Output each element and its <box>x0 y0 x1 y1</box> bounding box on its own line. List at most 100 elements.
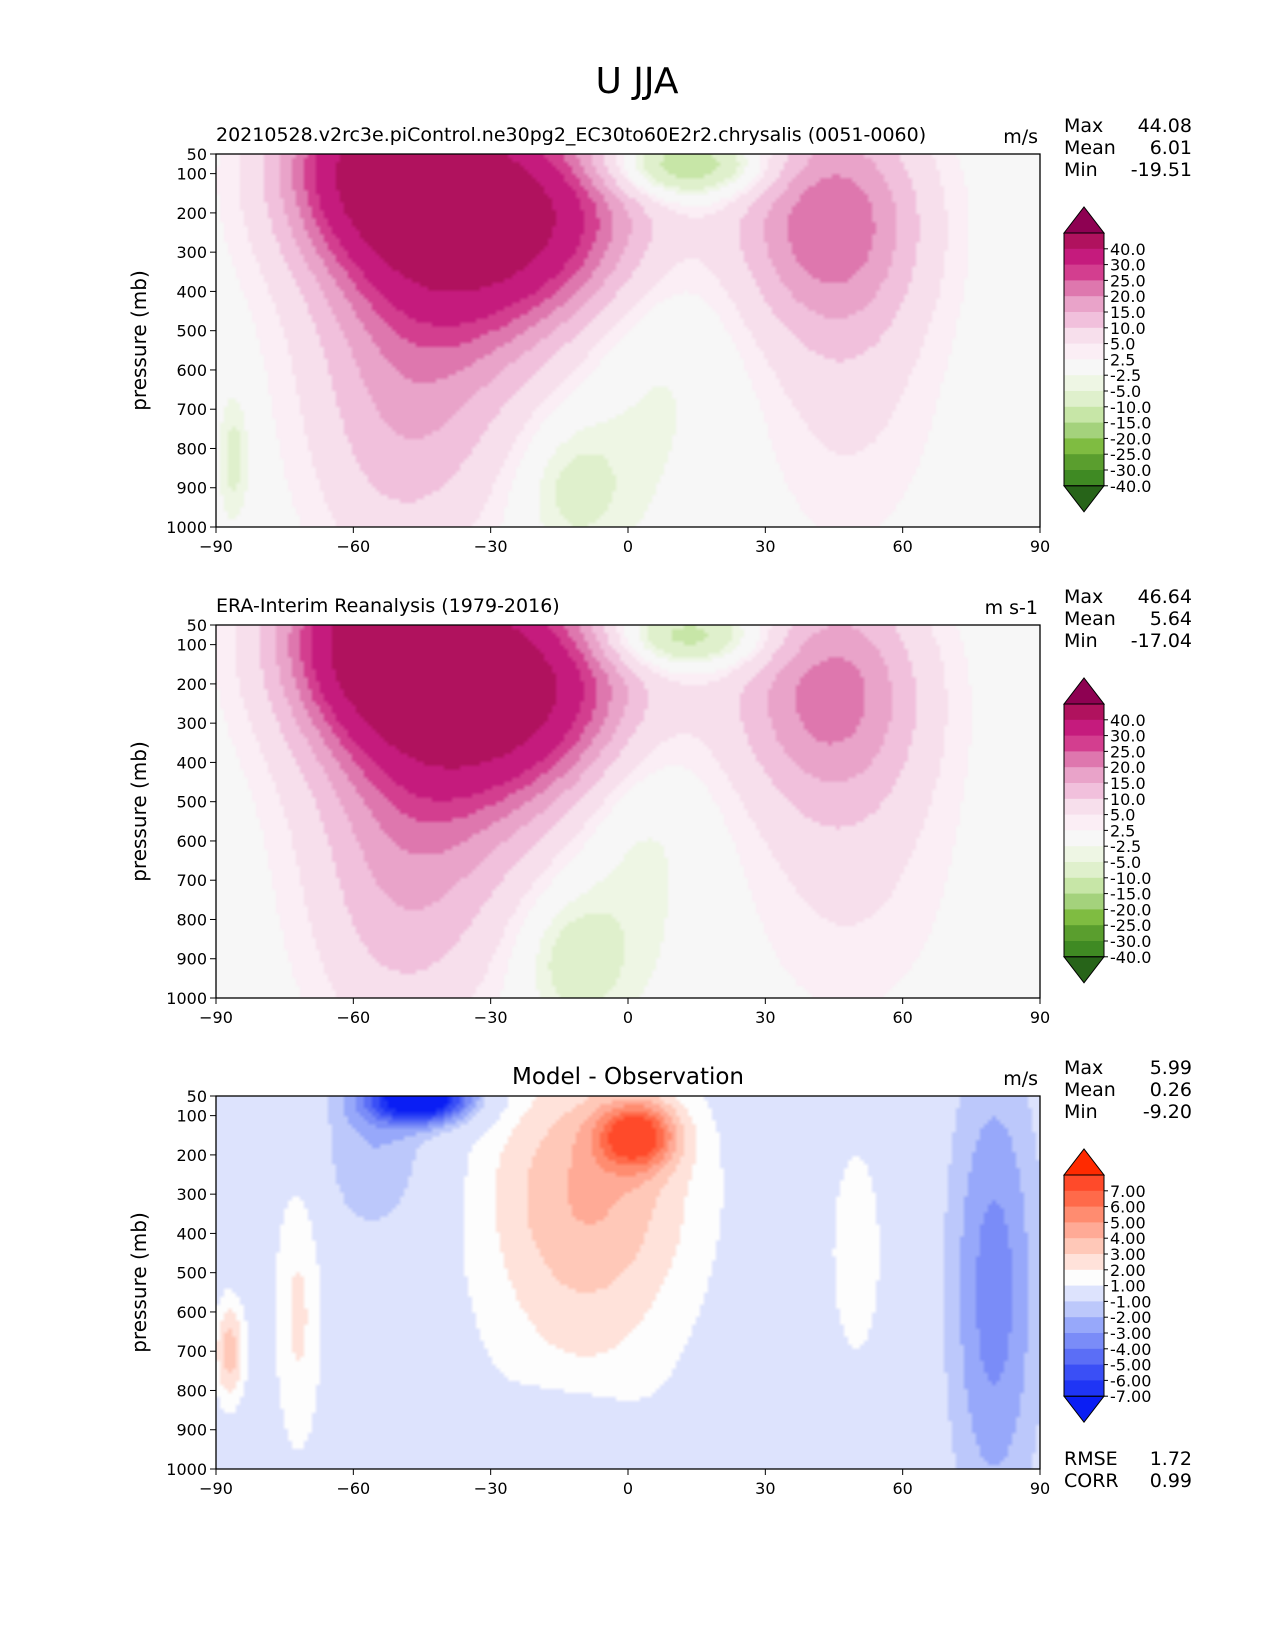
x-tick-label: 60 <box>892 537 912 556</box>
colorbar-extend-max <box>1062 206 1106 234</box>
stat-value: 0.26 <box>1150 1079 1192 1101</box>
colorbar-segment <box>1064 296 1104 313</box>
y-tick-label: 1000 <box>166 989 207 1008</box>
y-tick-label: 50 <box>187 145 207 164</box>
colorbar-segment <box>1064 470 1104 487</box>
x-tick-label: 0 <box>623 1008 633 1027</box>
colorbar-label: -7.00 <box>1110 1387 1151 1406</box>
colorbar-label: 5.0 <box>1110 806 1135 825</box>
x-tick-label: 30 <box>755 537 775 556</box>
colorbar-label: -3.00 <box>1110 1324 1151 1343</box>
colorbar-label: 10.0 <box>1110 790 1146 809</box>
y-tick-label: 100 <box>176 636 207 655</box>
stat-value: 6.01 <box>1150 137 1192 159</box>
colorbar-label: -2.00 <box>1110 1308 1151 1327</box>
colorbar-segment <box>1064 925 1104 942</box>
x-tick-label: −60 <box>336 1479 370 1498</box>
units-label: m/s <box>1003 1068 1038 1090</box>
colorbar-label: 40.0 <box>1110 240 1146 259</box>
stat-label: Mean <box>1064 608 1116 630</box>
colorbar-label: 4.00 <box>1110 1229 1146 1248</box>
stat-label: Min <box>1064 630 1098 652</box>
colorbar-segment <box>1064 783 1104 800</box>
colorbar-extend-max <box>1062 677 1106 705</box>
colorbar-label: -6.00 <box>1110 1371 1151 1390</box>
colorbar-extend-min <box>1062 956 1106 984</box>
y-tick-label: 400 <box>176 282 207 301</box>
colorbar-segment <box>1064 1175 1104 1192</box>
colorbar-segment <box>1064 830 1104 847</box>
colorbar-label: -2.5 <box>1110 837 1141 856</box>
colorbar-segment <box>1064 1190 1104 1207</box>
colorbar-extend-max <box>1062 1148 1106 1176</box>
y-tick-label: 200 <box>176 1146 207 1165</box>
stat-label: Min <box>1064 1101 1098 1123</box>
stat-value: -17.04 <box>1131 630 1192 652</box>
y-tick-label: 700 <box>176 871 207 890</box>
x-tick-label: 90 <box>1030 1479 1050 1498</box>
colorbar-label: -30.0 <box>1110 461 1151 480</box>
colorbar-segment <box>1064 1269 1104 1286</box>
x-tick-label: −30 <box>474 537 508 556</box>
colorbar-segment <box>1064 1364 1104 1381</box>
y-tick-label: 700 <box>176 400 207 419</box>
colorbar-segment <box>1064 735 1104 752</box>
y-tick-label: 300 <box>176 714 207 733</box>
colorbar-segment <box>1064 1238 1104 1255</box>
x-tick-label: −90 <box>199 537 233 556</box>
y-tick-label: 400 <box>176 1224 207 1243</box>
colorbar-segment <box>1064 438 1104 455</box>
stat-value: 44.08 <box>1138 115 1192 137</box>
x-tick-label: 90 <box>1030 537 1050 556</box>
colorbar-segment <box>1064 862 1104 879</box>
x-tick-label: −60 <box>336 1008 370 1027</box>
panel-title: ERA-Interim Reanalysis (1979-2016) <box>216 595 560 617</box>
y-tick-label: 600 <box>176 361 207 380</box>
colorbar-segment <box>1064 1333 1104 1350</box>
colorbar-label: -10.0 <box>1110 869 1151 888</box>
colorbar-label: 5.0 <box>1110 335 1135 354</box>
colorbar-segment <box>1064 941 1104 958</box>
y-tick-label: 200 <box>176 204 207 223</box>
units-label: m/s <box>1003 126 1038 148</box>
colorbar-label: -20.0 <box>1110 429 1151 448</box>
colorbar-segment <box>1064 422 1104 439</box>
stat-label: Min <box>1064 159 1098 181</box>
stat-value: -9.20 <box>1143 1101 1192 1123</box>
stat-label: CORR <box>1064 1470 1119 1492</box>
y-tick-label: 900 <box>176 479 207 498</box>
x-tick-label: −90 <box>199 1479 233 1498</box>
colorbar-label: -2.5 <box>1110 366 1141 385</box>
colorbar-label: 7.00 <box>1110 1182 1146 1201</box>
colorbar-segment <box>1064 877 1104 894</box>
colorbar-segment <box>1064 233 1104 250</box>
stat-label: Max <box>1064 1057 1103 1079</box>
colorbar-extend-min <box>1062 1395 1106 1424</box>
x-tick-label: −90 <box>199 1008 233 1027</box>
colorbar-segment <box>1064 767 1104 784</box>
colorbar-label: -30.0 <box>1110 932 1151 951</box>
colorbar-label: -15.0 <box>1110 414 1151 433</box>
y-tick-label: 1000 <box>166 518 207 537</box>
y-tick-label: 50 <box>187 1087 207 1106</box>
colorbar-segment <box>1064 1285 1104 1302</box>
colorbar-label: 15.0 <box>1110 303 1146 322</box>
colorbar-segment <box>1064 1206 1104 1223</box>
y-tick-label: 500 <box>176 322 207 341</box>
colorbar-segment <box>1064 798 1104 815</box>
colorbar-segment <box>1064 751 1104 768</box>
colorbar-label: -5.00 <box>1110 1356 1151 1375</box>
x-tick-label: −30 <box>474 1479 508 1498</box>
colorbar-segment <box>1064 1301 1104 1318</box>
colorbar-label: -10.0 <box>1110 398 1151 417</box>
colorbar-label: 2.5 <box>1110 350 1135 369</box>
colorbar-segment <box>1064 1348 1104 1365</box>
colorbar-label: -15.0 <box>1110 885 1151 904</box>
colorbar-label: -40.0 <box>1110 948 1151 967</box>
colorbar-label: 25.0 <box>1110 271 1146 290</box>
colorbar-label: -5.0 <box>1110 853 1141 872</box>
y-tick-label: 500 <box>176 1264 207 1283</box>
colorbar-label: 15.0 <box>1110 774 1146 793</box>
y-tick-label: 900 <box>176 950 207 969</box>
